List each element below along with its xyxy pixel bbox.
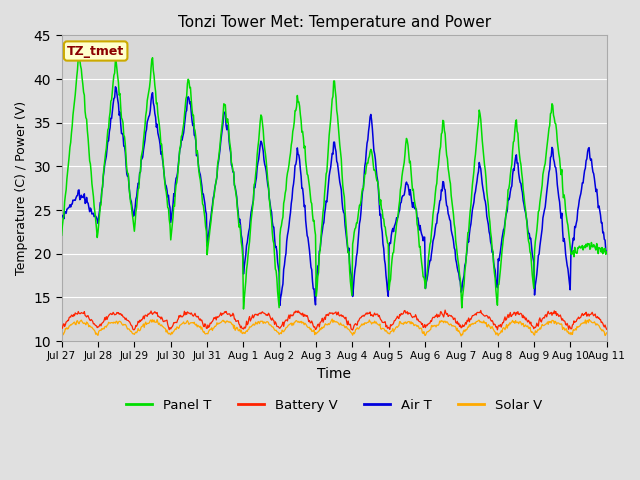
Panel T (68, 130, 76, 136)
Solar V (124, 326, 131, 332)
Battery V (417, 319, 425, 325)
Panel T (209, 206, 216, 212)
Air T (418, 231, 426, 237)
Solar V (401, 320, 409, 326)
Air T (276, 302, 284, 308)
Air T (209, 202, 216, 208)
Battery V (179, 313, 187, 319)
Battery V (68, 312, 76, 318)
Solar V (179, 320, 187, 326)
Panel T (402, 142, 410, 147)
Panel T (418, 260, 426, 265)
Solar V (208, 325, 216, 331)
Line: Solar V: Solar V (61, 319, 607, 336)
Battery V (441, 307, 449, 313)
Panel T (75, 48, 83, 53)
Air T (603, 249, 611, 255)
Line: Battery V: Battery V (61, 310, 607, 330)
Line: Air T: Air T (61, 87, 607, 305)
Air T (111, 84, 119, 90)
Air T (402, 181, 410, 187)
Panel T (180, 121, 188, 127)
Solar V (328, 316, 336, 322)
Battery V (124, 317, 131, 323)
X-axis label: Time: Time (317, 367, 351, 381)
Air T (180, 130, 188, 136)
Solar V (417, 325, 425, 331)
Battery V (58, 324, 65, 330)
Solar V (603, 330, 611, 336)
Solar V (457, 333, 465, 339)
Panel T (239, 306, 247, 312)
Solar V (58, 331, 65, 337)
Battery V (401, 308, 409, 313)
Text: TZ_tmet: TZ_tmet (67, 45, 124, 58)
Title: Tonzi Tower Met: Temperature and Power: Tonzi Tower Met: Temperature and Power (177, 15, 491, 30)
Air T (58, 215, 65, 221)
Air T (124, 173, 132, 179)
Battery V (349, 327, 356, 333)
Air T (68, 202, 76, 207)
Battery V (208, 319, 216, 325)
Solar V (68, 322, 76, 328)
Panel T (58, 232, 65, 238)
Panel T (124, 171, 132, 177)
Y-axis label: Temperature (C) / Power (V): Temperature (C) / Power (V) (15, 101, 28, 275)
Line: Panel T: Panel T (61, 50, 607, 309)
Legend: Panel T, Battery V, Air T, Solar V: Panel T, Battery V, Air T, Solar V (121, 394, 547, 417)
Panel T (603, 249, 611, 255)
Battery V (603, 326, 611, 332)
